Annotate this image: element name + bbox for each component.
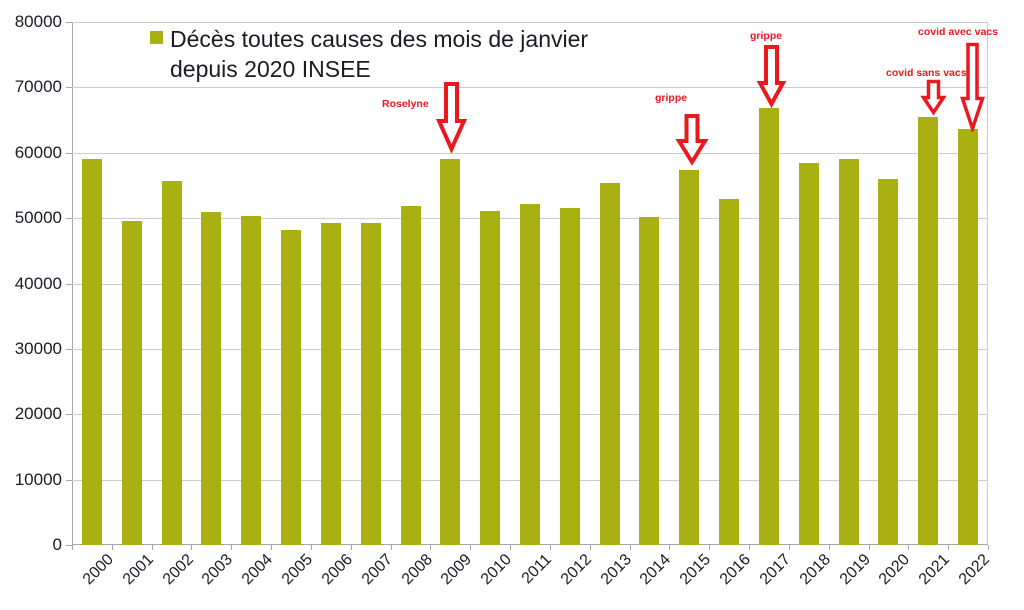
annotation-label-covid-sans-vacs: covid sans vacs	[886, 67, 967, 79]
x-tick-14	[630, 545, 631, 550]
x-tick-15	[669, 545, 670, 550]
down-arrow-icon-2021	[919, 79, 947, 116]
bar-2020	[878, 179, 898, 545]
y-axis-label-70000: 70000	[14, 77, 62, 96]
legend-label-line2: depuis 2020 INSEE	[170, 56, 371, 82]
legend-swatch-icon	[150, 31, 163, 44]
bar-2012	[560, 208, 580, 545]
x-tick-22	[948, 545, 949, 550]
y-tick-80000	[66, 22, 72, 23]
bar-2002	[162, 181, 182, 545]
annotation-label-grippe: grippe	[655, 92, 688, 104]
x-tick-21	[908, 545, 909, 550]
y-tick-70000	[66, 87, 72, 88]
bar-2021	[918, 117, 938, 545]
x-tick-3	[191, 545, 192, 550]
bar-2000	[82, 159, 102, 545]
bar-2009	[440, 159, 460, 545]
y-axis-label-30000: 30000	[14, 339, 62, 358]
y-axis-label-0: 0	[52, 535, 62, 554]
bar-2008	[401, 206, 421, 545]
y-tick-20000	[66, 414, 72, 415]
bar-2015	[679, 170, 699, 545]
down-arrow-icon-2022	[959, 42, 985, 132]
bar-2006	[321, 223, 341, 545]
bar-2004	[241, 216, 261, 545]
x-tick-23	[988, 545, 989, 550]
bar-2007	[361, 223, 381, 545]
x-tick-0	[72, 545, 73, 550]
y-axis-label-20000: 20000	[14, 404, 62, 423]
bar-2022	[958, 129, 978, 545]
bar-2005	[281, 230, 301, 545]
y-axis-label-40000: 40000	[14, 274, 62, 293]
x-tick-16	[709, 545, 710, 550]
x-tick-19	[829, 545, 830, 550]
x-tick-8	[391, 545, 392, 550]
bar-2001	[122, 221, 142, 545]
x-tick-18	[789, 545, 790, 550]
gridline-60000	[72, 153, 988, 154]
x-tick-12	[550, 545, 551, 550]
x-tick-5	[271, 545, 272, 550]
x-tick-17	[749, 545, 750, 550]
x-tick-9	[430, 545, 431, 550]
y-axis-label-60000: 60000	[14, 143, 62, 162]
bar-2017	[759, 108, 779, 545]
y-axis-label-50000: 50000	[14, 208, 62, 227]
x-tick-10	[470, 545, 471, 550]
bar-2016	[719, 199, 739, 545]
y-tick-0	[66, 545, 72, 546]
y-axis-label-10000: 10000	[14, 470, 62, 489]
x-tick-1	[112, 545, 113, 550]
x-tick-4	[231, 545, 232, 550]
down-arrow-icon-2017	[756, 45, 786, 108]
y-tick-40000	[66, 284, 72, 285]
down-arrow-icon-2009	[435, 82, 467, 153]
annotation-label-grippe: grippe	[750, 30, 783, 42]
bar-2019	[839, 159, 859, 545]
legend-label-line1: Décès toutes causes des mois de janvier	[170, 26, 589, 52]
y-tick-10000	[66, 480, 72, 481]
x-tick-11	[510, 545, 511, 550]
y-tick-50000	[66, 218, 72, 219]
annotation-label-Roselyne: Roselyne	[382, 98, 429, 110]
down-arrow-icon-2015	[675, 114, 709, 166]
x-tick-6	[311, 545, 312, 550]
bar-2010	[480, 211, 500, 545]
y-axis-label-80000: 80000	[14, 12, 62, 31]
x-tick-20	[869, 545, 870, 550]
bar-2014	[639, 217, 659, 545]
bar-2003	[201, 212, 221, 545]
x-tick-2	[152, 545, 153, 550]
bar-2013	[600, 183, 620, 545]
bar-2011	[520, 204, 540, 545]
y-tick-30000	[66, 349, 72, 350]
x-tick-7	[351, 545, 352, 550]
gridline-70000	[72, 87, 988, 88]
bar-2018	[799, 163, 819, 545]
x-tick-13	[590, 545, 591, 550]
annotation-label-covid-avec-vacs: covid avec vacs	[918, 26, 998, 38]
legend-label: Décès toutes causes des mois de janvier …	[170, 24, 588, 84]
y-tick-60000	[66, 153, 72, 154]
